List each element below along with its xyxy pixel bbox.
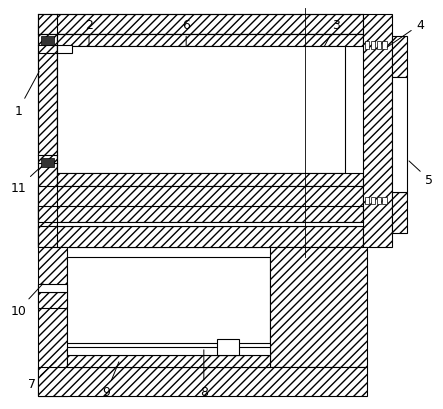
- Bar: [382, 42, 387, 49]
- Bar: [382, 197, 387, 204]
- Text: 6: 6: [182, 19, 190, 47]
- Bar: [38, 25, 57, 247]
- Bar: [392, 78, 407, 192]
- Bar: [38, 15, 363, 34]
- Bar: [38, 207, 363, 223]
- Bar: [363, 15, 392, 247]
- Bar: [365, 197, 369, 204]
- Bar: [38, 186, 363, 247]
- Bar: [41, 36, 54, 45]
- Text: 9: 9: [103, 362, 119, 398]
- Bar: [57, 34, 363, 47]
- Bar: [38, 292, 67, 308]
- Text: 1: 1: [15, 72, 39, 117]
- Bar: [38, 226, 363, 247]
- Text: 8: 8: [200, 350, 208, 398]
- Bar: [270, 247, 367, 368]
- Text: 11: 11: [11, 170, 39, 195]
- Text: 5: 5: [409, 162, 433, 187]
- Bar: [392, 192, 407, 233]
- Bar: [57, 174, 363, 186]
- Text: 4: 4: [387, 19, 424, 48]
- Bar: [57, 45, 72, 54]
- Bar: [377, 197, 381, 204]
- Bar: [57, 47, 345, 174]
- Bar: [217, 339, 239, 355]
- Bar: [67, 258, 270, 343]
- Bar: [365, 42, 369, 49]
- Text: 2: 2: [85, 19, 93, 47]
- Bar: [38, 368, 367, 396]
- Bar: [377, 42, 381, 49]
- Bar: [67, 355, 270, 368]
- Text: 3: 3: [324, 19, 340, 47]
- Text: 10: 10: [11, 284, 43, 317]
- Text: 7: 7: [27, 361, 56, 390]
- Bar: [38, 247, 67, 396]
- Bar: [371, 197, 375, 204]
- Bar: [57, 223, 363, 226]
- Bar: [392, 37, 407, 78]
- Bar: [41, 159, 54, 168]
- Bar: [371, 42, 375, 49]
- Bar: [67, 347, 270, 355]
- Bar: [38, 284, 67, 292]
